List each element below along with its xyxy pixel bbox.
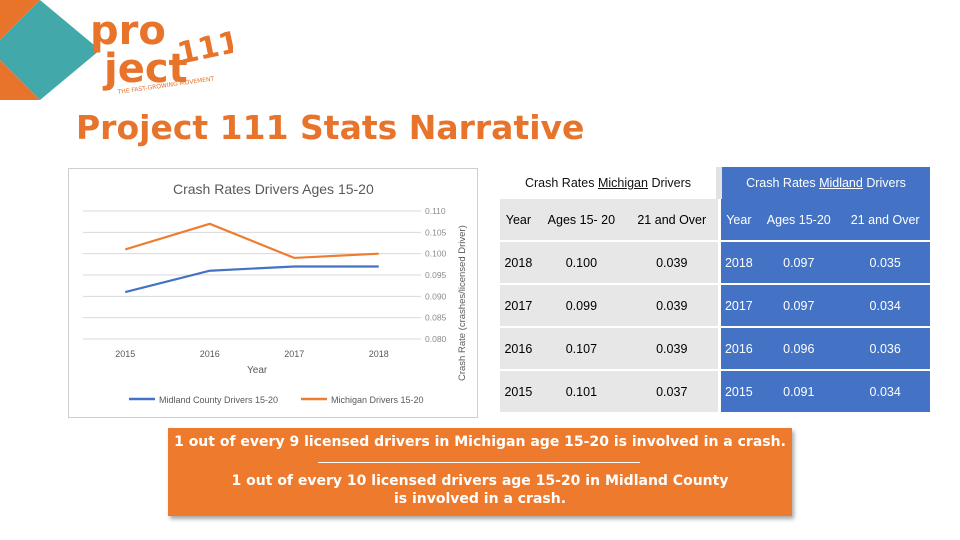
chart-y-tick-label: 0.085 xyxy=(425,313,447,323)
michigan-cell: 0.101 xyxy=(536,370,626,414)
chart-x-tick-label: 2018 xyxy=(369,349,389,359)
midland-col-year: Year xyxy=(717,199,758,242)
logo-word-pro: pro xyxy=(90,8,166,54)
michigan-cell: 0.100 xyxy=(536,241,626,285)
chart-y-ticks: 0.080 0.085 0.090 0.095 0.100 0.105 0.110 xyxy=(425,206,447,344)
midland-cell: 2016 xyxy=(717,327,758,371)
midland-cell: 2017 xyxy=(717,284,758,328)
michigan-cell: 2017 xyxy=(500,284,537,328)
table-row: 2018 0.100 0.039 2018 0.097 0.035 xyxy=(500,241,930,285)
chart-y-tick-label: 0.105 xyxy=(425,227,447,237)
logo-word-ject: ject xyxy=(102,46,188,92)
michigan-cell: 2018 xyxy=(500,241,537,285)
corner-decoration xyxy=(0,0,100,100)
table-row: 2015 0.101 0.037 2015 0.091 0.034 xyxy=(500,370,930,414)
michigan-cell: 2016 xyxy=(500,327,537,371)
chart-legend-label: Midland County Drivers 15-20 xyxy=(159,395,278,405)
midland-header-under: Midland xyxy=(819,176,863,190)
michigan-cell: 0.039 xyxy=(625,327,720,371)
michigan-cell: 0.039 xyxy=(625,284,720,328)
chart-legend-label: Michigan Drivers 15-20 xyxy=(331,395,424,405)
midland-cell: 0.035 xyxy=(840,241,930,285)
michigan-header-pre: Crash Rates xyxy=(524,176,598,190)
chart-series-line xyxy=(124,265,379,294)
midland-col-over21: 21 and Over xyxy=(840,199,930,242)
table-row: 2017 0.099 0.039 2017 0.097 0.034 xyxy=(500,284,930,328)
michigan-col-over21: 21 and Over xyxy=(625,199,720,242)
chart-y-tick-label: 0.080 xyxy=(425,334,447,344)
midland-cell: 0.036 xyxy=(840,327,930,371)
midland-cell: 0.091 xyxy=(757,370,841,414)
michigan-header-under: Michigan xyxy=(597,176,648,190)
midland-cell: 0.034 xyxy=(840,284,930,328)
chart-x-tick-label: 2015 xyxy=(115,349,135,359)
chart-y-tick-label: 0.090 xyxy=(425,291,447,301)
midland-header-post: Drivers xyxy=(862,176,906,190)
banner-midland-text: 1 out of every 10 licensed drivers age 1… xyxy=(168,472,792,508)
chart-y-tick-label: 0.100 xyxy=(425,249,447,259)
banner-line-midland: 1 out of every 10 licensed drivers age 1… xyxy=(231,473,729,489)
michigan-cell: 0.107 xyxy=(536,327,626,371)
midland-cell: 0.034 xyxy=(840,370,930,414)
midland-cell: 0.097 xyxy=(757,284,841,328)
crash-rates-tables: Crash Rates Michigan Drivers Crash Rates… xyxy=(500,167,930,417)
banner-line-midland-cont: is involved in a crash. xyxy=(393,491,567,507)
chart-y-tick-label: 0.095 xyxy=(425,270,447,280)
chart-y-axis-label: Crash Rate (crashes/licensed Driver) xyxy=(457,225,468,381)
chart-x-tick-label: 2017 xyxy=(284,349,304,359)
table-column-headers: Year Ages 15- 20 21 and Over Year Ages 1… xyxy=(500,199,930,242)
crash-rate-line-chart: Crash Rates Drivers Ages 15-20 0.0800.08… xyxy=(68,168,478,418)
slide-title: Project 111 Stats Narrative xyxy=(76,108,585,147)
banner-line-michigan: 1 out of every 9 licensed drivers in Mic… xyxy=(174,434,786,450)
michigan-col-year: Year xyxy=(500,199,537,242)
midland-header-pre: Crash Rates xyxy=(746,176,820,190)
midland-cell: 0.096 xyxy=(757,327,841,371)
michigan-header-post: Drivers xyxy=(647,176,692,190)
midland-table-header: Crash Rates Midland Drivers xyxy=(719,167,930,199)
michigan-cell: 0.037 xyxy=(625,370,720,414)
midland-cell: 0.097 xyxy=(757,241,841,285)
chart-x-axis-label: Year xyxy=(247,365,268,376)
michigan-cell: 0.099 xyxy=(536,284,626,328)
michigan-table-header: Crash Rates Michigan Drivers xyxy=(500,167,723,199)
chart-title: Crash Rates Drivers Ages 15-20 xyxy=(173,181,374,197)
stats-banner: 1 out of every 9 licensed drivers in Mic… xyxy=(168,428,792,516)
midland-cell: 2018 xyxy=(717,241,758,285)
chart-y-tick-label: 0.110 xyxy=(425,206,446,216)
michigan-cell: 2015 xyxy=(500,370,537,414)
midland-cell: 2015 xyxy=(717,370,758,414)
michigan-cell: 0.039 xyxy=(625,241,720,285)
midland-col-ages: Ages 15-20 xyxy=(757,199,841,242)
michigan-col-ages: Ages 15- 20 xyxy=(536,199,626,242)
chart-x-tick-label: 2016 xyxy=(200,349,220,359)
chart-legend: Midland County Drivers 15-20 Michigan Dri… xyxy=(129,395,424,405)
chart-series-line xyxy=(124,222,379,260)
chart-x-ticks: 2015 2016 2017 2018 xyxy=(115,349,389,359)
chart-gridlines xyxy=(83,210,421,340)
banner-divider xyxy=(318,462,640,463)
chart-series-lines xyxy=(124,222,379,294)
table-row: 2016 0.107 0.039 2016 0.096 0.036 xyxy=(500,327,930,371)
logo-number: 111 xyxy=(174,25,233,72)
project-111-logo: pro ject 111 THE FAST-GROWING MOVEMENT xyxy=(90,8,233,96)
